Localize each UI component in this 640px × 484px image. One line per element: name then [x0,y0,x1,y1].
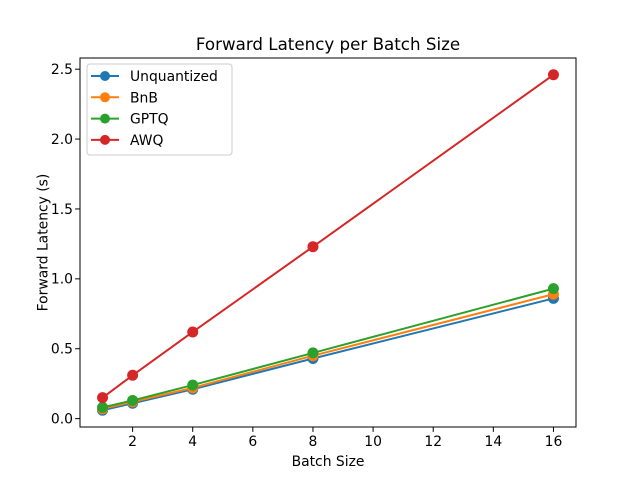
x-tick-label: 14 [484,434,502,450]
legend-label: AWQ [130,133,163,149]
legend-entry-gptq: GPTQ [91,112,169,128]
legend-entry-unquantized: Unquantized [91,69,218,85]
y-axis-label: Forward Latency (s) [36,174,52,312]
x-tick-label: 12 [424,434,442,450]
series-marker-awq [127,369,139,381]
axis-ticks: 2 4 6 8 10 12 14 16 0.0 0.5 1.0 1.5 2.0 2.5 [51,62,562,450]
y-tick-label: 1.5 [51,202,73,218]
y-tick-label: 2.0 [51,132,73,148]
x-tick-label: 16 [545,434,563,450]
y-tick-label: 1.0 [51,272,73,288]
legend-entry-bnb: BnB [91,90,158,106]
series-marker-gptq [127,394,139,406]
legend-entry-awq: AWQ [91,133,163,149]
y-tick-label: 0.0 [51,411,73,427]
legend-marker [100,113,110,124]
legend-marker [100,134,110,145]
data-series [97,69,559,416]
x-tick-label: 4 [188,434,197,450]
series-marker-gptq [307,347,319,359]
x-tick-label: 10 [364,434,382,450]
x-tick-label: 2 [128,434,137,450]
series-marker-awq [307,241,319,253]
chart-title: Forward Latency per Batch Size [196,34,460,54]
series-marker-awq [97,392,109,404]
legend-marker [100,92,110,103]
y-tick-label: 2.5 [51,62,73,78]
legend: Unquantized BnB GPTQ AWQ [86,63,233,156]
series-marker-gptq [547,283,559,295]
series-marker-gptq [97,401,109,413]
x-tick-label: 6 [248,434,257,450]
x-axis-label: Batch Size [292,454,365,470]
legend-label: GPTQ [130,112,169,128]
legend-frame [86,63,233,156]
x-tick-label: 8 [309,434,318,450]
series-marker-gptq [187,379,199,391]
series-marker-awq [187,326,199,338]
axes-spines [79,57,577,428]
legend-label: BnB [130,90,158,106]
series-marker-awq [547,69,559,81]
legend-marker [100,71,110,81]
y-tick-label: 0.5 [51,342,73,358]
legend-label: Unquantized [130,69,218,85]
